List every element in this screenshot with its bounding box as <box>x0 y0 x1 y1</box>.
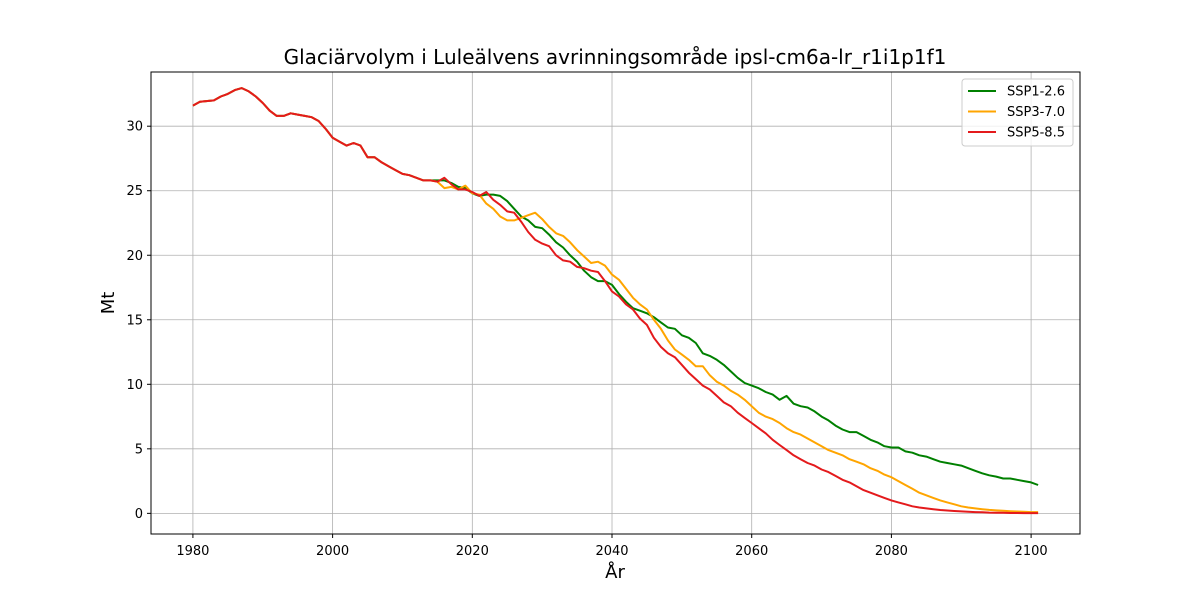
plot-frame <box>150 71 1081 535</box>
y-tick-label: 20 <box>126 249 143 264</box>
legend-label: SSP3-7.0 <box>1007 105 1065 120</box>
grid <box>151 72 1080 534</box>
series-lines <box>192 87 1039 515</box>
legend-label: SSP5-8.5 <box>1007 126 1065 141</box>
x-axis-ticks: 1980 2000 2020 2040 2060 2080 2100 <box>176 534 1048 559</box>
y-tick-label: 10 <box>126 378 143 393</box>
y-tick-label: 0 <box>135 507 143 522</box>
x-tick-label: 2060 <box>735 544 768 559</box>
x-tick-label: 2100 <box>1015 544 1048 559</box>
y-axis-label: Mt <box>98 292 119 315</box>
x-tick-label: 2000 <box>316 544 349 559</box>
y-tick-label: 5 <box>135 442 143 457</box>
legend-box <box>961 78 1074 147</box>
y-axis-ticks: 0 5 10 15 20 25 30 <box>126 120 151 522</box>
x-tick-label: 1980 <box>176 544 209 559</box>
legend-label: SSP1-2.6 <box>1007 85 1065 100</box>
legend: SSP1-2.6 SSP3-7.0 SSP5-8.5 <box>961 78 1074 147</box>
chart-title: Glaciärvolym i Luleälvens avrinningsområ… <box>284 45 947 69</box>
x-tick-label: 2080 <box>875 544 908 559</box>
series-line-ssp5-8-5 <box>192 87 1039 515</box>
x-axis-label: År <box>605 561 625 583</box>
x-tick-label: 2020 <box>456 544 489 559</box>
y-tick-label: 15 <box>126 313 143 328</box>
y-tick-label: 25 <box>126 184 143 199</box>
y-tick-label: 30 <box>126 120 143 135</box>
x-tick-label: 2040 <box>595 544 628 559</box>
